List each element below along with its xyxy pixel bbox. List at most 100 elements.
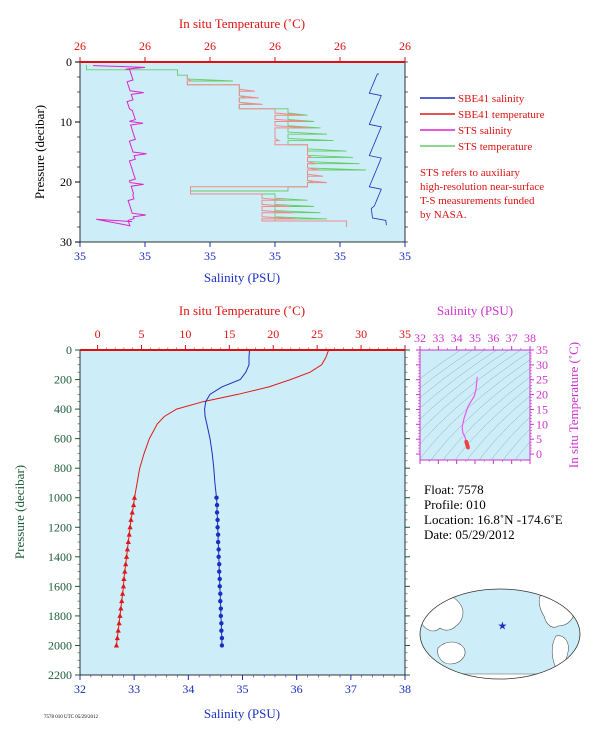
- legend-label-sts-salinity: STS salinity: [458, 125, 513, 137]
- ts-density-contour: [442, 376, 530, 460]
- top-chart: 26 26 26 26 26 26 35 35 35 35 35 35 0 10 20 30 In situ …: [32, 16, 411, 285]
- ts-temp-tick-label: 25: [536, 373, 548, 387]
- bottom-temp-tick-label: 20: [267, 327, 279, 341]
- ts-density-contour: [454, 385, 530, 460]
- legend-label-sbe41-temperature: SBE41 temperature: [458, 109, 545, 121]
- info-location: Location: 16.8˚N -174.6˚E: [424, 512, 563, 527]
- ts-temp-tick-label: 10: [536, 417, 548, 431]
- bottom-pressure-tick-label: 1600: [48, 579, 72, 593]
- ts-density-contour: [420, 350, 521, 432]
- salinity-point: [215, 539, 221, 545]
- ts-density-contour: [420, 350, 497, 409]
- temperature-point: [121, 575, 127, 581]
- top-temp-axis-title: In situ Temperature (˚C): [179, 16, 305, 31]
- salinity-point: [217, 562, 222, 567]
- bottom-plot-area: [80, 350, 405, 675]
- salinity-point: [215, 532, 221, 537]
- bottom-sal-tick-label: 34: [182, 682, 194, 696]
- ts-density-contour: [420, 351, 530, 445]
- info-date: Date: 05/29/2012: [424, 527, 515, 542]
- ts-sal-tick-label: 37: [506, 331, 518, 345]
- temperature-point: [123, 553, 130, 559]
- top-temp-tick-label: 26: [334, 39, 346, 53]
- ts-temp-tick-label: 35: [536, 343, 548, 357]
- top-sal-tick-label: 35: [139, 249, 151, 263]
- bottom-temp-tick-label: 35: [399, 327, 411, 341]
- sts-note-line-3: T-S measurements funded: [420, 195, 535, 207]
- ts-series-group: [461, 376, 478, 450]
- temperature-line: [134, 350, 330, 498]
- salinity-line: [204, 350, 250, 498]
- salinity-point: [218, 591, 223, 596]
- bottom-temp-tick-label: 25: [311, 327, 323, 341]
- top-temp-tick-label: 26: [399, 39, 411, 53]
- ts-density-contour: [514, 441, 530, 460]
- bottom-sal-tick-label: 35: [237, 682, 249, 696]
- ts-density-contour: [502, 428, 530, 460]
- top-pressure-tick-label: 20: [60, 175, 72, 189]
- top-sal-axis-title: Salinity (PSU): [204, 270, 280, 285]
- ts-sal-axis-title: Salinity (PSU): [437, 303, 513, 318]
- location-map: ★: [419, 588, 581, 680]
- bottom-pressure-tick-label: 600: [54, 432, 72, 446]
- bottom-pressure-tick-label: 1400: [48, 550, 72, 564]
- ts-density-contour: [430, 367, 530, 460]
- ts-density-contours: [420, 350, 530, 460]
- top-plot-area: [80, 62, 405, 242]
- ts-temp-tick-label: 5: [536, 432, 542, 446]
- temperature-point: [128, 516, 134, 522]
- temperature-point: [116, 620, 122, 626]
- ts-temp-tick-label: 15: [536, 402, 548, 416]
- sts-note-line-1: STS refers to auxiliary: [420, 167, 520, 179]
- bottom-pressure-tick-label: 2000: [48, 638, 72, 652]
- map-land-australia: [437, 641, 466, 665]
- sts-salinity-line: [92, 65, 147, 227]
- temperature-point: [114, 635, 120, 641]
- salinity-point: [218, 606, 224, 611]
- temperature-point: [125, 539, 131, 545]
- bottom-pressure-tick-label: 1800: [48, 609, 72, 623]
- legend-label-sbe41-salinity: SBE41 salinity: [458, 93, 525, 105]
- temperature-point: [120, 590, 126, 596]
- bottom-pressure-tick-label: 800: [54, 461, 72, 475]
- star-icon: ★: [497, 620, 507, 633]
- temperature-point: [124, 546, 131, 552]
- ts-sal-tick-label: 33: [432, 331, 444, 345]
- top-legend: SBE41 salinity SBE41 temperature STS sal…: [420, 93, 545, 153]
- bottom-temp-tick-label: 5: [138, 327, 144, 341]
- bottom-temp-tick-label: 15: [223, 327, 235, 341]
- bottom-temp-axis-title: In situ Temperature (˚C): [179, 303, 305, 318]
- bottom-sal-tick-label: 37: [345, 682, 357, 696]
- salinity-point: [218, 598, 223, 604]
- temperature-point: [118, 605, 124, 611]
- bottom-axis-ticks: 0 5 10 15 20 25 30 35 32 33 34 35 36 37 38 0 200 400 600 80…: [48, 327, 411, 696]
- top-sal-tick-label: 35: [74, 249, 86, 263]
- sbe41-temperature-line: [186, 75, 347, 227]
- ts-point: [466, 445, 470, 450]
- bottom-sal-tick-label: 36: [291, 682, 303, 696]
- ts-density-contour: [478, 405, 530, 460]
- info-float: Float: 7578: [424, 482, 484, 497]
- bottom-sal-tick-label: 38: [399, 682, 411, 696]
- salinity-point: [214, 495, 219, 500]
- salinity-point: [216, 554, 221, 560]
- temperature-point: [131, 494, 138, 500]
- bottom-temp-tick-label: 30: [355, 327, 367, 341]
- bottom-temp-tick-label: 10: [179, 327, 191, 341]
- temperature-point: [122, 568, 128, 574]
- temperature-point: [117, 612, 123, 618]
- salinity-point: [219, 628, 224, 633]
- bottom-temp-tick-label: 0: [95, 327, 101, 341]
- bottom-pressure-tick-label: 200: [54, 373, 72, 387]
- ts-density-contour: [420, 350, 485, 398]
- temperature-point: [120, 583, 127, 589]
- salinity-point: [215, 525, 220, 530]
- ts-sal-tick-label: 32: [414, 331, 426, 345]
- ts-sal-tick-label: 34: [451, 331, 463, 345]
- bottom-pressure-tick-label: 1000: [48, 491, 72, 505]
- ts-temp-axis-title: In situ Temperature (˚C): [566, 342, 581, 468]
- top-series-group: [86, 65, 387, 227]
- top-sal-tick-label: 35: [269, 249, 281, 263]
- temperature-point: [129, 509, 135, 515]
